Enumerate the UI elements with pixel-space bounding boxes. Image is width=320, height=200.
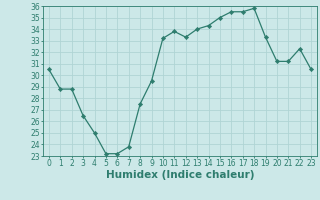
X-axis label: Humidex (Indice chaleur): Humidex (Indice chaleur)	[106, 170, 254, 180]
